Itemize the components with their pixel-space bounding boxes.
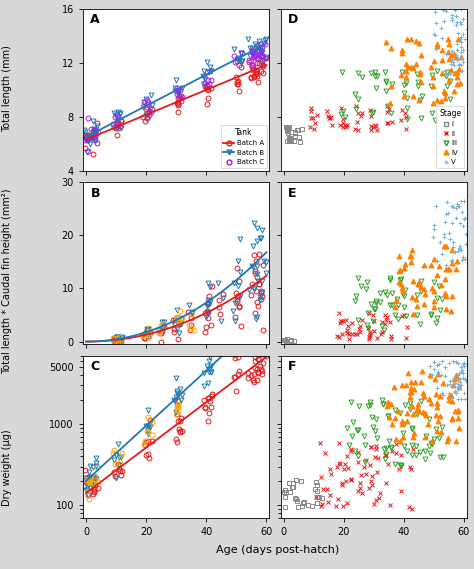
Legend: I, II, III, IV, V: I, II, III, IV, V — [437, 106, 464, 168]
Text: Total length * Caudal fin height (mm²): Total length * Caudal fin height (mm²) — [2, 189, 12, 374]
Text: Age (days post-hatch): Age (days post-hatch) — [216, 545, 339, 555]
Legend: Batch A, Batch B, Batch C: Batch A, Batch B, Batch C — [221, 125, 266, 168]
Text: Dry weight (µg): Dry weight (µg) — [2, 430, 12, 506]
Text: F: F — [288, 361, 296, 373]
Text: A: A — [91, 14, 100, 26]
Text: Total length (mm): Total length (mm) — [2, 45, 12, 131]
Text: E: E — [288, 187, 296, 200]
Text: D: D — [288, 14, 298, 26]
Text: C: C — [91, 361, 100, 373]
Text: B: B — [91, 187, 100, 200]
